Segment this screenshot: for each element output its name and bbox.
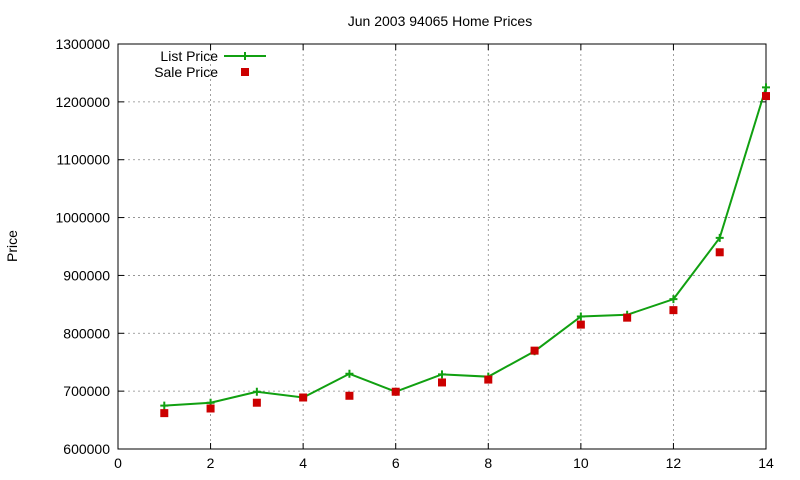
sale-price-point [438,378,446,387]
x-tick-label: 6 [392,455,400,471]
sale-price-point [160,409,169,418]
sale-price-point [530,346,539,355]
x-tick-label: 12 [666,455,682,471]
y-tick-label: 700000 [63,383,110,399]
list-price-point [715,233,724,242]
x-tick-label: 14 [758,455,774,471]
list-price-line [164,87,767,407]
grid-lines [118,44,766,449]
y-tick-label: 1000000 [55,210,110,226]
axes: 0 2 4 6 8 10 12 14 600000 700000 800000 900000 10000… [55,36,774,471]
y-tick-label: 1200000 [55,94,110,110]
y-axis-label: Price [4,230,20,262]
x-tick-label: 0 [114,455,122,471]
y-tick-label: 1100000 [57,152,111,168]
list-price-point [160,401,169,410]
list-price-point [762,83,770,92]
x-tick-label: 8 [484,455,492,471]
sale-price-point [345,391,354,400]
sale-price-point [252,398,261,407]
series-layer [160,83,770,418]
list-price-point [345,369,354,378]
legend-label: Sale Price [154,64,218,80]
list-price-point [252,387,261,396]
sale-price-point [391,387,400,396]
list-price-point [576,312,585,321]
x-tick-label: 4 [299,455,307,471]
sale-price-point [669,306,678,315]
legend-cross-marker [241,52,249,60]
chart-title: Jun 2003 94065 Home Prices [348,13,532,29]
plot-frame [117,43,767,450]
sale-price-point [299,393,308,402]
list-price-point [438,370,446,379]
sale-price-point [576,320,585,329]
x-tick-label: 2 [207,455,215,471]
sale-price-point [762,92,770,101]
y-tick-label: 1300000 [55,36,110,52]
list-price-point [669,295,678,304]
sale-price-point [623,313,632,322]
sale-price-point [206,404,215,413]
legend-square-marker [241,68,249,76]
legend-label: List Price [160,48,218,64]
x-tick-label: 10 [573,455,589,471]
y-tick-label: 600000 [63,441,110,457]
sale-price-point [484,375,493,384]
y-tick-label: 900000 [63,267,110,283]
y-tick-label: 800000 [63,325,110,341]
sale-price-point [715,248,724,257]
